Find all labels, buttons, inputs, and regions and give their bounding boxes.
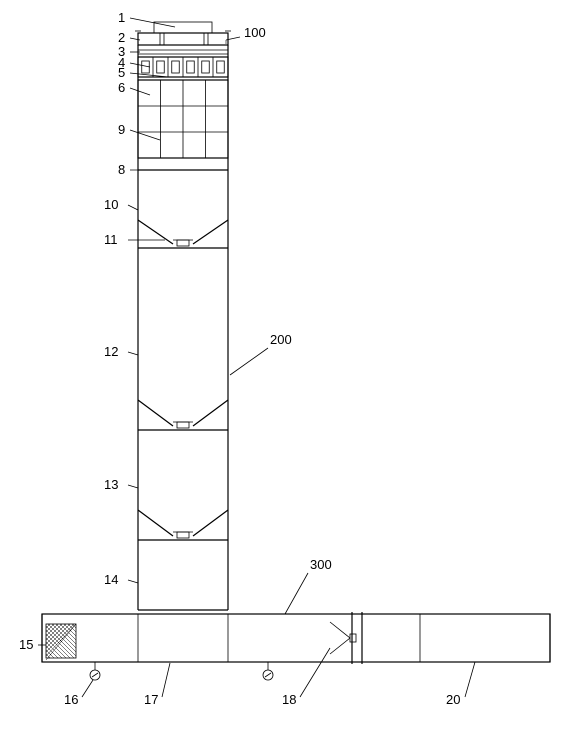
label-300: 300 xyxy=(310,558,332,571)
label-1: 1 xyxy=(118,11,125,24)
label-16: 16 xyxy=(64,693,78,706)
label-11: 11 xyxy=(104,233,118,246)
label-12: 12 xyxy=(104,345,118,358)
diagram-svg xyxy=(0,0,582,731)
label-20: 20 xyxy=(446,693,460,706)
label-2: 2 xyxy=(118,31,125,44)
label-5: 5 xyxy=(118,66,125,79)
label-17: 17 xyxy=(144,693,158,706)
label-9: 9 xyxy=(118,123,125,136)
label-10: 10 xyxy=(104,198,118,211)
diagram-stage: 1234569810111213141002003001516171820 xyxy=(0,0,582,731)
label-6: 6 xyxy=(118,81,125,94)
label-200: 200 xyxy=(270,333,292,346)
label-13: 13 xyxy=(104,478,118,491)
label-18: 18 xyxy=(282,693,296,706)
label-8: 8 xyxy=(118,163,125,176)
label-100: 100 xyxy=(244,26,266,39)
label-14: 14 xyxy=(104,573,118,586)
label-15: 15 xyxy=(19,638,33,651)
